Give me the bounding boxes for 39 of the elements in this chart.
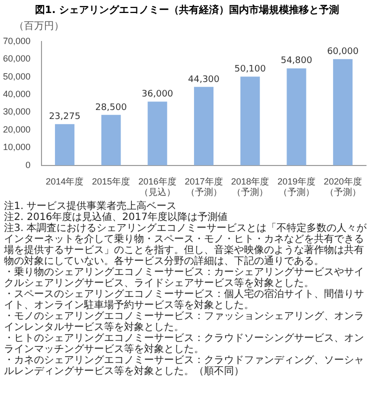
x-tick-label: 2016年度（見込） <box>138 176 176 198</box>
y-tick-label: 70,000 <box>2 36 31 46</box>
data-label: 50,100 <box>234 64 266 74</box>
bar <box>101 114 121 166</box>
data-label: 28,500 <box>95 102 128 113</box>
data-label: 54,800 <box>280 56 312 66</box>
data-label: 36,000 <box>142 89 174 100</box>
text: ・カネのシェアリングエコノミーサービス：クラウドファンディング、ソーシャルレンディングサービス等を対象とした。（順不同） <box>4 355 365 377</box>
x-tick-label: 2017年度（予測） <box>184 176 223 198</box>
x-tick-label: 2014年度 <box>46 176 84 186</box>
bar <box>240 76 260 166</box>
x-tick-label: 2015年度 <box>92 176 130 186</box>
bar <box>54 124 74 166</box>
x-tick-label: 2020年度（予測） <box>324 176 362 198</box>
y-tick-label: 60,000 <box>2 54 31 64</box>
text: 注3. 本調査におけるシェアリングエコノミーサービスとは「不特定多数の人々がインターネットを介して乗り物・スペース・モノ・ヒト・カネなどを共有できる場を提供するサービス」のことを指す。但し、音楽や映像のような著作物は共有物の対象にしていない。各サービス分野の詳細は、下記の通りである。 <box>4 223 368 267</box>
bar <box>194 86 214 166</box>
y-tick-label: 0 <box>26 160 31 170</box>
data-label: 44,300 <box>188 74 220 85</box>
data-label: 60,000 <box>327 46 359 57</box>
text: ・スペースのシェアリングエコノミーサービス：個人宅の宿泊サイト、間借りサイト、オンライン駐車場予約サービス等を対象とした。 <box>4 289 365 311</box>
x-tick-label: 2018年度（予測） <box>231 176 270 198</box>
bar <box>148 102 168 166</box>
y-tick-label: 50,000 <box>2 71 31 82</box>
text: 注1. サービス提供事業者売上高ベース <box>4 201 177 212</box>
text: ・モノのシェアリングエコノミーサービス：ファッションシェアリング、オンラインレンタルサービス等を対象とした。 <box>4 311 365 333</box>
text: ・乗り物のシェアリングエコノミーサービス：カーシェアリングサービスやサイクルシェアリングサービス、ライドシェアサービス等を対象とした。 <box>4 267 365 289</box>
text: ・ヒトのシェアリングエコノミーサービス：クラウドソーシングサービス、オンラインマッチングサービス等を対象とした。 <box>4 333 365 355</box>
y-tick-label: 10,000 <box>2 142 31 152</box>
bar <box>333 59 353 166</box>
y-tick-label: 20,000 <box>2 124 31 134</box>
text: 注2. 2016年度は見込値、2017年度以降は予測値 <box>4 212 229 223</box>
x-tick-label: 2019年度（予測） <box>277 176 316 198</box>
chart-title: 図1. シェアリングエコノミー（共有経済）国内市場規模推移と予測 <box>34 3 340 17</box>
y-tick-label: 40,000 <box>2 89 31 100</box>
y-axis-title: （百万円） <box>14 20 65 33</box>
y-tick-label: 30,000 <box>2 106 31 117</box>
bar <box>286 68 306 166</box>
data-label: 23,275 <box>48 112 80 122</box>
